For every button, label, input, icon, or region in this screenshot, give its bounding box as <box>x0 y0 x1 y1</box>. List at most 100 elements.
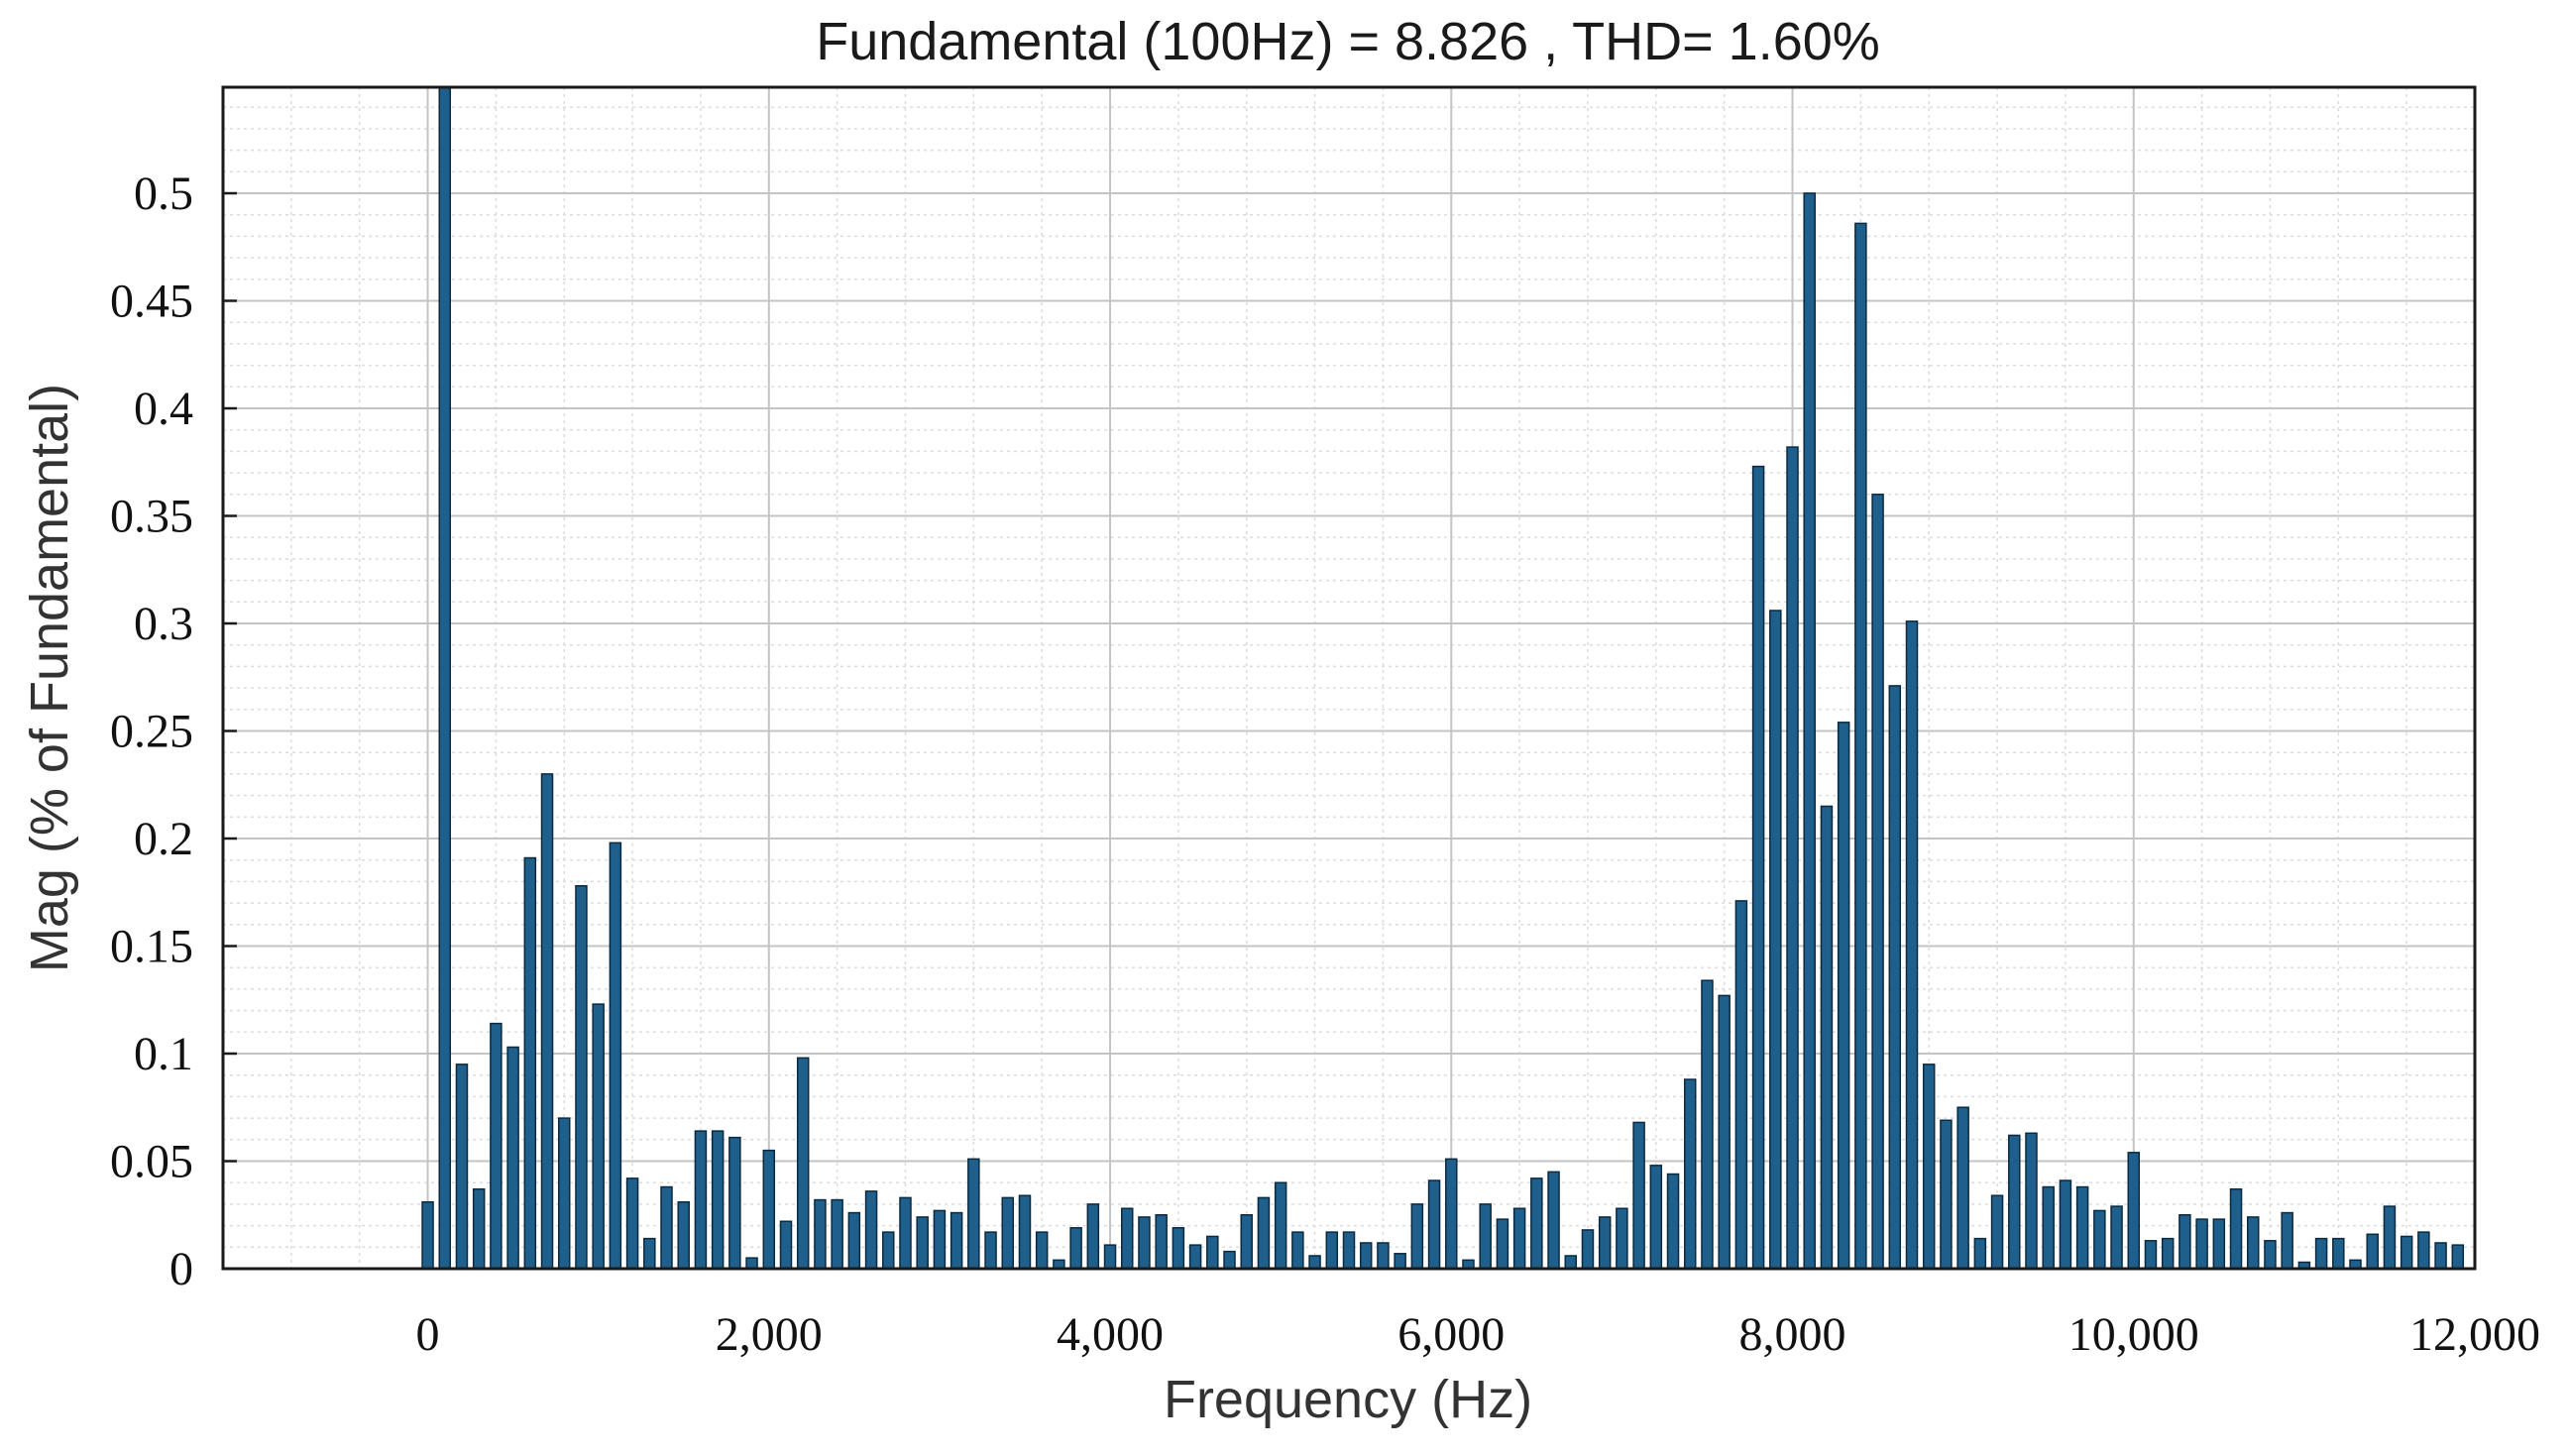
spectrum-bar <box>796 1057 810 1270</box>
y-tick-label: 0.2 <box>134 813 193 865</box>
spectrum-bar <box>2434 1242 2447 1270</box>
spectrum-bar <box>1820 805 1834 1270</box>
spectrum-bar <box>609 841 622 1270</box>
spectrum-bar <box>831 1198 843 1270</box>
spectrum-bar <box>882 1231 895 1270</box>
spectrum-bar <box>2008 1134 2021 1270</box>
spectrum-bar <box>2383 1205 2397 1270</box>
spectrum-bar <box>762 1149 776 1270</box>
spectrum-bar <box>1018 1194 1032 1270</box>
spectrum-bar <box>2314 1237 2328 1270</box>
spectrum-bar <box>1325 1231 1339 1270</box>
spectrum-bar <box>1138 1216 1151 1270</box>
spectrum-bar <box>1956 1106 1969 1270</box>
spectrum-bar <box>1394 1253 1406 1270</box>
spectrum-bar <box>1632 1121 1645 1270</box>
spectrum-bar <box>523 856 537 1270</box>
spectrum-bar <box>1086 1203 1100 1270</box>
spectrum-bar <box>1598 1216 1612 1270</box>
y-tick-label: 0.4 <box>134 383 193 435</box>
spectrum-bar <box>1155 1214 1168 1270</box>
spectrum-bar <box>677 1200 690 1270</box>
x-axis-label: Frequency (Hz) <box>1164 1370 1532 1429</box>
spectrum-bar <box>2332 1237 2345 1270</box>
spectrum-bar <box>711 1130 725 1270</box>
spectrum-bar <box>1990 1194 2004 1270</box>
spectrum-bar <box>2179 1214 2191 1270</box>
spectrum-bar <box>1377 1242 1390 1270</box>
spectrum-bar <box>506 1046 519 1270</box>
x-tick-label: 12,000 <box>2409 1308 2540 1361</box>
y-tick-label: 0.1 <box>134 1028 193 1080</box>
spectrum-bar <box>1973 1237 1987 1270</box>
spectrum-bar <box>2161 1237 2175 1270</box>
spectrum-bar <box>2229 1187 2243 1270</box>
y-tick-label: 0.3 <box>134 598 193 650</box>
spectrum-bar <box>2195 1218 2208 1270</box>
spectrum-bar <box>1410 1203 1424 1270</box>
spectrum-bar <box>933 1209 947 1270</box>
spectrum-bar <box>540 773 554 1270</box>
x-tick-label: 0 <box>416 1308 440 1361</box>
spectrum-bar <box>1069 1227 1082 1270</box>
spectrum-bar <box>1342 1231 1356 1270</box>
spectrum-bar <box>2059 1179 2072 1270</box>
spectrum-bar <box>2212 1218 2226 1270</box>
spectrum-bar <box>625 1177 639 1270</box>
spectrum-bar <box>592 1003 605 1270</box>
x-tick-label: 6,000 <box>1397 1308 1505 1361</box>
spectrum-bar <box>1666 1173 1680 1270</box>
spectrum-bar <box>557 1117 571 1270</box>
y-tick-label: 0.45 <box>110 276 193 328</box>
spectrum-bar <box>1751 465 1765 1270</box>
x-tick-label: 10,000 <box>2068 1308 2199 1361</box>
spectrum-bar <box>2144 1240 2158 1270</box>
spectrum-bar <box>1274 1181 1287 1270</box>
y-tick-labels: 0 0.05 0.1 0.15 0.2 0.25 0.3 0.35 0.4 0.45 0.5 <box>110 168 193 1295</box>
spectrum-bar <box>2400 1235 2413 1270</box>
spectrum-bar <box>1803 192 1816 1270</box>
spectrum-bar <box>1786 446 1799 1270</box>
spectrum-bar <box>1103 1244 1117 1270</box>
spectrum-bar <box>1512 1207 1526 1270</box>
y-tick-label: 0.5 <box>134 168 193 220</box>
spectrum-bar <box>1291 1231 1304 1270</box>
spectrum-bar <box>575 884 588 1270</box>
spectrum-bar <box>1240 1214 1253 1270</box>
spectrum-bar <box>2264 1240 2277 1270</box>
spectrum-bar <box>745 1257 758 1270</box>
spectrum-bar <box>1922 1064 1936 1270</box>
spectrum-bar <box>2110 1205 2123 1270</box>
spectrum-bar <box>643 1237 656 1270</box>
spectrum-bar <box>1359 1242 1373 1270</box>
spectrum-bar <box>1035 1231 1049 1270</box>
plot-frame <box>221 85 2477 1271</box>
spectrum-bar <box>2417 1231 2430 1270</box>
spectrum-bar <box>2025 1132 2038 1270</box>
spectrum-bar <box>2451 1244 2465 1270</box>
spectrum-bar <box>2042 1185 2055 1270</box>
spectrum-bar <box>1905 620 1919 1270</box>
spectrum-bar <box>916 1216 929 1270</box>
spectrum-bar <box>1581 1229 1595 1270</box>
bar-series <box>421 86 2465 1270</box>
spectrum-bar <box>2366 1233 2379 1270</box>
y-tick-label: 0.35 <box>110 491 193 543</box>
spectrum-bar <box>1734 900 1748 1270</box>
spectrum-bar <box>1769 610 1782 1270</box>
spectrum-bar <box>1649 1165 1663 1270</box>
spectrum-bar <box>1871 494 1884 1270</box>
spectrum-bar <box>1172 1227 1185 1270</box>
spectrum-bar <box>1479 1203 1492 1270</box>
spectrum-bar <box>1257 1196 1271 1270</box>
spectrum-bar <box>1223 1250 1236 1270</box>
x-tick-label: 2,000 <box>716 1308 823 1361</box>
spectrum-bar <box>1564 1255 1578 1270</box>
spectrum-bar <box>1940 1119 1953 1270</box>
spectrum-bar <box>2075 1185 2089 1270</box>
major-grid <box>223 87 2477 1269</box>
x-tick-label: 8,000 <box>1739 1308 1846 1361</box>
spectrum-bar <box>2281 1211 2293 1270</box>
x-tick-labels: 0 2,000 4,000 6,000 8,000 10,000 12,000 <box>416 1308 2540 1361</box>
